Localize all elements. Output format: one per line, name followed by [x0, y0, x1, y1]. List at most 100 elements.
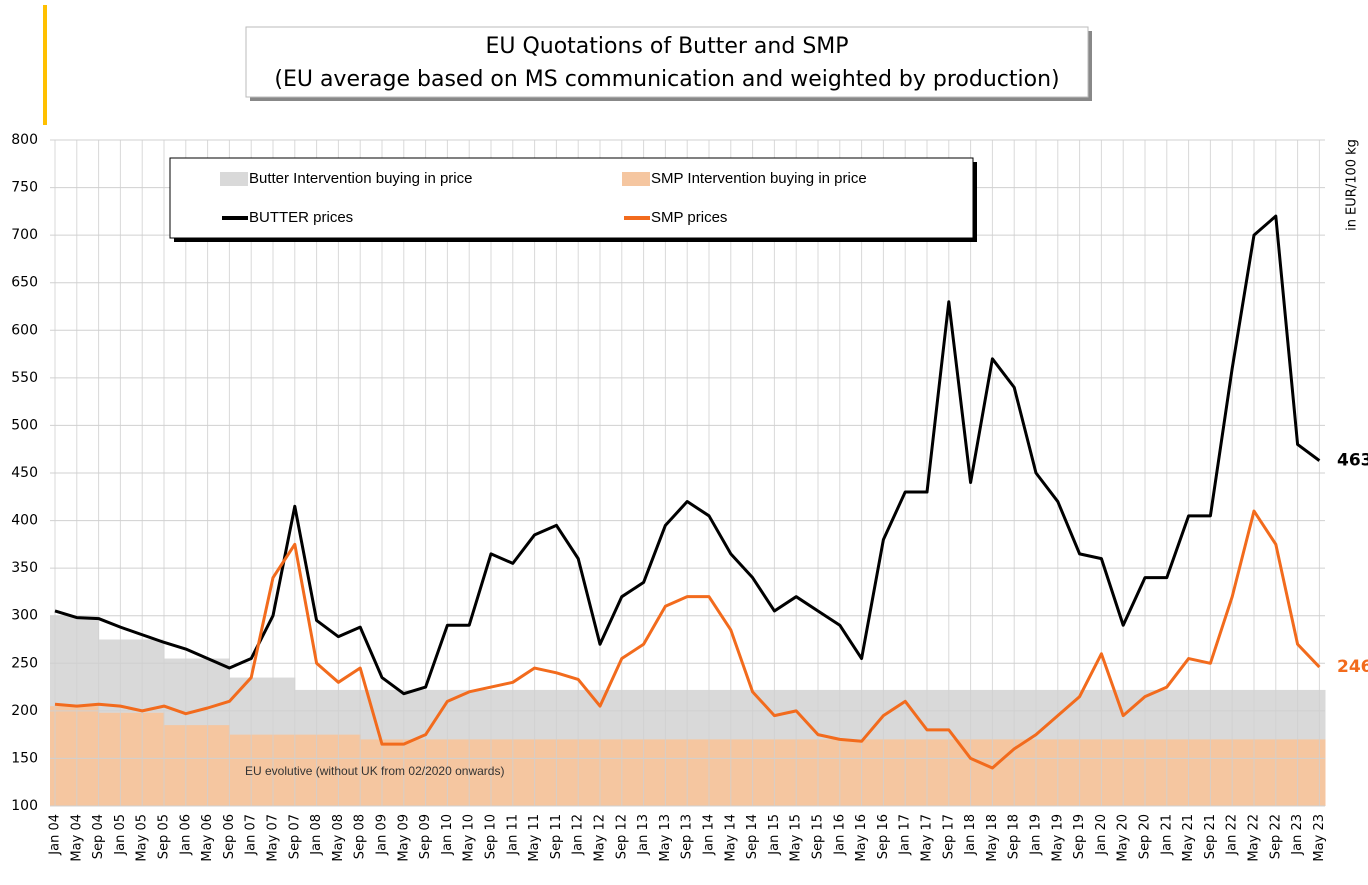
- x-tick-label: May 23: [1312, 814, 1327, 862]
- x-tick-label: May 15: [789, 814, 804, 862]
- end-label: 463: [1337, 451, 1368, 471]
- x-tick-label: Sep 07: [287, 814, 302, 859]
- area-step: [1123, 739, 1146, 806]
- y-tick-label: 450: [11, 465, 38, 481]
- x-tick-label: May 12: [593, 814, 608, 862]
- y-tick-label: 250: [11, 655, 38, 671]
- area-step: [491, 739, 514, 806]
- x-tick-label: Sep 18: [1007, 814, 1022, 859]
- x-tick-label: May 20: [1116, 814, 1131, 862]
- x-tick-label: Jan 20: [1094, 814, 1109, 856]
- area-step: [273, 734, 296, 806]
- x-tick-label: Sep 16: [876, 814, 891, 859]
- area-step: [1014, 739, 1037, 806]
- end-label: 246: [1337, 657, 1368, 677]
- x-tick-label: Sep 22: [1268, 814, 1283, 859]
- legend-label: BUTTER prices: [249, 209, 353, 226]
- area-step: [512, 739, 536, 806]
- x-tick-label: May 10: [462, 814, 477, 862]
- x-tick-label: Sep 08: [353, 814, 368, 859]
- area-step: [360, 739, 383, 806]
- y-tick-label: 650: [11, 275, 38, 291]
- x-tick-label: Sep 17: [941, 814, 956, 859]
- area-step: [883, 739, 906, 806]
- x-tick-label: Jan 22: [1225, 814, 1240, 856]
- x-tick-label: Sep 12: [614, 814, 629, 859]
- x-tick-label: Sep 19: [1072, 814, 1087, 859]
- area-step: [730, 739, 754, 806]
- y-tick-label: 550: [11, 370, 38, 386]
- y-tick-label: 600: [11, 322, 38, 338]
- y-tick-label: 300: [11, 608, 38, 624]
- x-tick-label: Jan 07: [244, 814, 259, 856]
- x-tick-label: Jan 05: [113, 814, 128, 856]
- x-tick-label: Sep 04: [91, 814, 106, 859]
- x-tick-label: May 17: [920, 814, 935, 862]
- area-step: [796, 739, 819, 806]
- chart-title: EU Quotations of Butter and SMP: [485, 34, 848, 59]
- x-tick-label: Sep 05: [157, 814, 172, 859]
- legend-label: Butter Intervention buying in price: [249, 170, 472, 187]
- area-step: [1188, 739, 1211, 806]
- x-tick-label: Jan 10: [440, 814, 455, 856]
- x-tick-label: May 21: [1181, 814, 1196, 862]
- area-step: [948, 739, 972, 806]
- area-step: [818, 739, 841, 806]
- area-step: [556, 739, 579, 806]
- area-step: [927, 739, 950, 806]
- legend: Butter Intervention buying in price SMP I…: [169, 157, 977, 242]
- area-step: [207, 725, 230, 806]
- x-tick-label: May 11: [527, 814, 542, 862]
- legend-label: SMP Intervention buying in price: [651, 170, 867, 187]
- x-tick-label: Jan 06: [178, 814, 193, 856]
- area-step: [1319, 739, 1326, 806]
- x-tick-label: Sep 09: [418, 814, 433, 859]
- area-step: [665, 739, 688, 806]
- x-tick-label: May 22: [1247, 814, 1262, 862]
- legend-swatch: [622, 172, 650, 186]
- x-tick-label: Jan 23: [1290, 814, 1305, 856]
- area-step: [709, 739, 732, 806]
- x-tick-label: Sep 20: [1138, 814, 1153, 859]
- x-tick-label: Jan 12: [571, 814, 586, 856]
- x-tick-label: Sep 21: [1203, 814, 1218, 859]
- area-step: [316, 734, 339, 806]
- area-step: [1079, 739, 1102, 806]
- x-tick-label: Jan 21: [1159, 814, 1174, 856]
- x-tick-label: May 07: [266, 814, 281, 862]
- x-tick-label: Jan 08: [309, 814, 324, 856]
- x-tick-label: Jan 17: [898, 814, 913, 856]
- y-tick-label: 750: [11, 180, 38, 196]
- x-tick-label: May 08: [331, 814, 346, 862]
- area-step: [469, 739, 492, 806]
- annotation: EU evolutive (without UK from 02/2020 on…: [245, 764, 504, 778]
- x-tick-label: May 04: [69, 814, 84, 862]
- area-step: [251, 734, 274, 806]
- area-step: [98, 712, 121, 806]
- y-tick-label: 100: [11, 798, 38, 814]
- area-step: [185, 725, 209, 806]
- y-tick-label: 400: [11, 513, 38, 529]
- area-step: [578, 739, 601, 806]
- x-tick-label: May 14: [723, 814, 738, 862]
- area-step: [1232, 739, 1255, 806]
- area-step: [992, 739, 1015, 806]
- y-tick-label: 350: [11, 560, 38, 576]
- area-step: [1101, 739, 1124, 806]
- area-step: [970, 739, 993, 806]
- area-step: [1166, 739, 1190, 806]
- area-step: [643, 739, 666, 806]
- legend-label: SMP prices: [651, 209, 727, 226]
- x-tick-label: Sep 11: [549, 814, 564, 859]
- x-tick-label: Jan 13: [636, 814, 651, 856]
- area-step: [1057, 739, 1081, 806]
- x-tick-label: May 19: [1050, 814, 1065, 862]
- title-box: [245, 26, 1089, 98]
- chart-subtitle: (EU average based on MS communication an…: [274, 67, 1059, 92]
- x-tick-label: Jan 11: [505, 814, 520, 856]
- area-step: [600, 739, 623, 806]
- area-step: [1145, 739, 1168, 806]
- x-tick-label: May 09: [396, 814, 411, 862]
- x-tick-label: May 16: [854, 814, 869, 862]
